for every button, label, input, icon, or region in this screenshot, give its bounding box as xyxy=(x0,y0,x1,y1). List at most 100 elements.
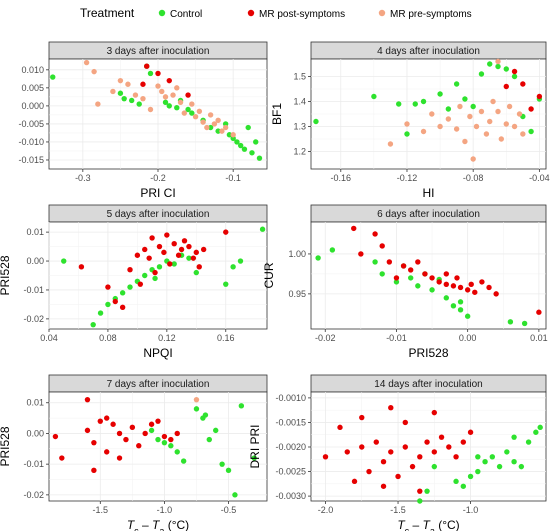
x-tick-label: -0.2 xyxy=(150,173,166,183)
point-mr-post-symptoms xyxy=(161,249,167,256)
gridlines xyxy=(49,392,267,501)
point-mr-post-symptoms xyxy=(479,279,485,285)
point-control xyxy=(90,321,96,328)
point-mr-pre-symptoms xyxy=(170,92,176,98)
point-mr-post-symptoms xyxy=(185,92,191,98)
panel-3-days-after-inoculation: 3 days after inoculation -0.3 -0.2 -0.1 -0.0… xyxy=(18,41,268,200)
point-mr-pre-symptoms xyxy=(196,108,203,114)
x-tick-label: -0.01 xyxy=(386,333,407,343)
point-mr-post-symptoms xyxy=(322,454,329,460)
point-mr-post-symptoms xyxy=(129,424,136,431)
point-mr-post-symptoms xyxy=(116,430,123,437)
x-tick-label: -0.02 xyxy=(315,333,336,343)
point-control xyxy=(396,101,402,107)
point-control xyxy=(202,412,209,418)
point-control xyxy=(460,483,467,489)
point-mr-post-symptoms xyxy=(78,264,85,270)
point-control xyxy=(180,458,187,464)
plot-area xyxy=(310,391,547,502)
point-control xyxy=(230,264,236,270)
y-tick-label: -0.015 xyxy=(18,155,44,165)
point-mr-post-symptoms xyxy=(178,246,185,253)
x-axis-label: Tc – Ta (°C) xyxy=(397,518,459,531)
plot-area xyxy=(48,391,268,502)
point-mr-pre-symptoms xyxy=(230,132,236,138)
y-axis-label: BF1 xyxy=(270,103,284,125)
data-points xyxy=(61,226,266,328)
point-mr-post-symptoms xyxy=(388,405,394,411)
point-control xyxy=(193,269,199,276)
data-points xyxy=(322,405,543,504)
point-mr-post-symptoms xyxy=(52,433,59,440)
point-control xyxy=(127,284,133,290)
point-mr-post-symptoms xyxy=(443,271,450,277)
x-tick-label: -0.1 xyxy=(225,173,241,183)
point-mr-pre-symptoms xyxy=(498,136,505,142)
point-mr-post-symptoms xyxy=(148,421,155,427)
point-mr-post-symptoms xyxy=(438,434,445,440)
point-control xyxy=(226,132,233,138)
point-mr-pre-symptoms xyxy=(117,77,124,84)
panel-7-days-after-inoculation: 7 days after inoculation -1.5 -1.0 -0.5 -0.0… xyxy=(0,374,268,531)
point-mr-post-symptoms xyxy=(453,454,459,460)
point-control xyxy=(259,226,266,232)
point-mr-post-symptoms xyxy=(380,459,387,465)
point-mr-post-symptoms xyxy=(446,444,452,450)
point-mr-post-symptoms xyxy=(104,449,110,455)
point-control xyxy=(193,406,200,412)
point-mr-post-symptoms xyxy=(174,430,180,437)
y-tick-label: 1.4 xyxy=(293,97,306,107)
point-control xyxy=(174,104,180,111)
point-mr-pre-symptoms xyxy=(470,156,476,162)
point-mr-post-symptoms xyxy=(91,467,97,473)
point-mr-post-symptoms xyxy=(468,281,474,287)
point-mr-post-symptoms xyxy=(144,63,150,69)
y-tick-label: 0.01 xyxy=(26,398,44,408)
point-control xyxy=(142,272,148,279)
legend: Treatment Control MR post-symptoms MR pre-… xyxy=(80,6,472,20)
y-tick-label: -0.01 xyxy=(23,285,44,295)
y-tick-label: -0.0030 xyxy=(275,491,306,501)
point-control xyxy=(147,70,154,77)
plot-area xyxy=(310,221,547,330)
point-mr-pre-symptoms xyxy=(495,108,501,115)
point-mr-pre-symptoms xyxy=(215,117,221,124)
point-mr-post-symptoms xyxy=(511,68,518,75)
y-tick-label: 1.5 xyxy=(293,72,306,82)
point-mr-post-symptoms xyxy=(91,439,97,446)
point-mr-post-symptoms xyxy=(472,289,478,295)
x-tick-label: -1.0 xyxy=(157,505,173,515)
point-control xyxy=(450,303,457,309)
x-tick-label: -0.04 xyxy=(529,173,550,183)
point-control xyxy=(313,118,319,125)
point-mr-post-symptoms xyxy=(431,449,438,455)
legend-item-control: Control xyxy=(158,9,202,20)
y-tick-label: 0.010 xyxy=(21,65,44,75)
point-mr-pre-symptoms xyxy=(478,108,485,115)
panel-title: 4 days after inoculation xyxy=(377,46,480,57)
point-mr-post-symptoms xyxy=(351,225,357,232)
legend-item-mr-post-symptoms: MR post-symptoms xyxy=(247,9,345,20)
x-tick-label: 0.00 xyxy=(459,333,477,343)
point-mr-post-symptoms xyxy=(417,488,423,494)
point-control xyxy=(186,255,192,261)
legend-marker xyxy=(247,9,255,17)
point-mr-post-symptoms xyxy=(186,243,192,250)
point-control xyxy=(464,313,471,319)
point-control xyxy=(156,264,163,270)
point-mr-pre-symptoms xyxy=(506,103,513,110)
point-mr-post-symptoms xyxy=(84,396,91,403)
point-control xyxy=(371,93,377,100)
panel-title: 7 days after inoculation xyxy=(107,379,210,390)
point-control xyxy=(507,319,514,325)
point-control xyxy=(241,146,248,152)
point-mr-pre-symptoms xyxy=(140,95,146,102)
point-mr-pre-symptoms xyxy=(453,126,460,132)
point-control xyxy=(525,439,532,445)
y-tick-label: -0.02 xyxy=(23,490,44,500)
point-mr-post-symptoms xyxy=(386,259,393,265)
point-control xyxy=(372,259,378,265)
panel-14-days-after-inoculation: 14 days after inoculation -2.0 -1.5 -1.0 -0.… xyxy=(248,374,547,531)
point-control xyxy=(162,99,169,105)
